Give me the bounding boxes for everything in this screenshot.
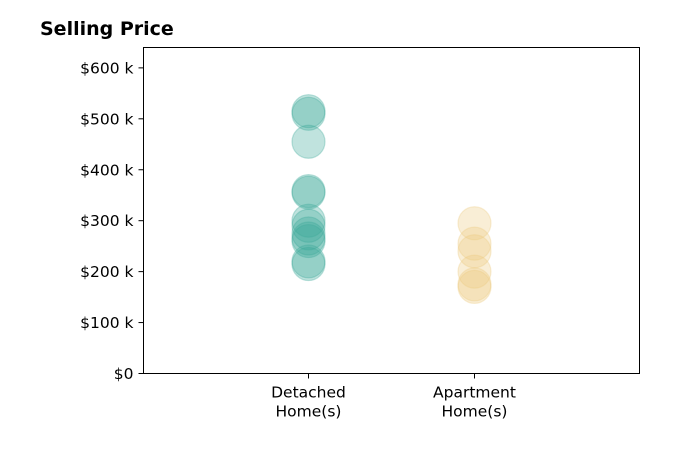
- chart-title: Selling Price: [40, 18, 174, 40]
- data-point: [457, 254, 492, 289]
- y-tick-label: $200 k: [80, 263, 133, 281]
- data-point: [291, 223, 326, 259]
- data-point: [457, 267, 492, 302]
- y-tick-label: $400 k: [80, 161, 133, 179]
- data-point: [457, 206, 492, 241]
- y-tick-label: $100 k: [80, 314, 133, 332]
- x-axis: Detached Home(s) Apartment Home(s): [271, 373, 516, 421]
- data-point: [291, 216, 326, 251]
- data-point: [291, 96, 326, 131]
- plot-frame: [143, 47, 640, 374]
- x-tick-label: Apartment Home(s): [433, 384, 516, 421]
- data-point: [291, 174, 326, 209]
- data-point: [457, 226, 492, 261]
- data-point: [291, 208, 326, 243]
- data-point: [291, 244, 326, 279]
- data-point: [291, 94, 326, 129]
- y-axis: $0 $100 k $200 k $300 k $400 k $500 k $600 k: [80, 59, 144, 383]
- y-tick-label: $300 k: [80, 212, 133, 230]
- data-point: [291, 221, 326, 256]
- x-tick-label: Detached Home(s): [271, 384, 346, 421]
- data-point: [291, 203, 326, 238]
- data-point: [291, 246, 326, 282]
- y-tick-label: $0: [114, 365, 134, 383]
- y-tick-label: $600 k: [80, 59, 133, 77]
- data-points: [291, 94, 492, 305]
- data-point: [291, 175, 326, 210]
- data-point: [457, 269, 492, 305]
- data-point: [291, 124, 326, 159]
- y-tick-label: $500 k: [80, 110, 133, 128]
- data-point: [457, 234, 492, 269]
